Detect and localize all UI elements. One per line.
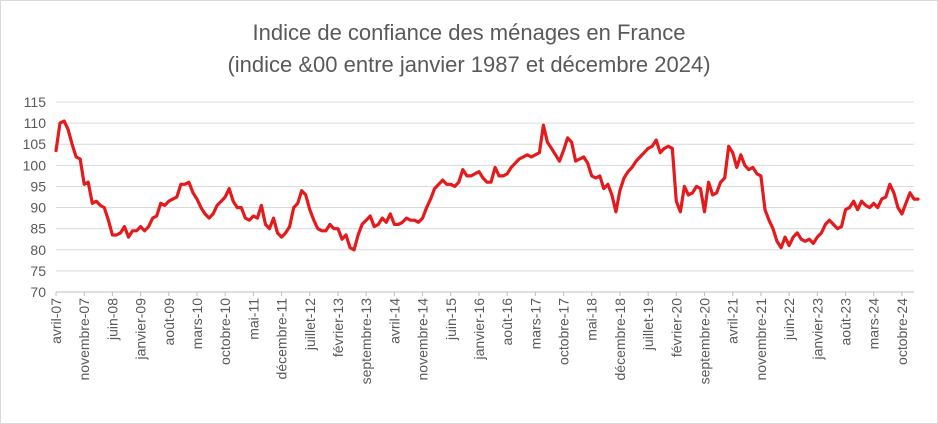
x-tick-label: décembre-11 [274, 298, 290, 380]
y-tick-label: 70 [30, 284, 46, 300]
x-tick-label: août-23 [838, 298, 854, 346]
x-tick-label: mars-17 [527, 298, 543, 350]
x-tick-label: janvier-23 [809, 298, 825, 361]
x-tick-label: septembre-20 [697, 298, 713, 385]
x-tick-label: avril-07 [48, 298, 64, 344]
x-tick-label: février-13 [330, 298, 346, 357]
y-tick-label: 105 [23, 136, 47, 152]
x-tick-label: juin-22 [781, 298, 797, 341]
x-tick-label: mai-18 [584, 298, 600, 341]
x-tick-label: avril-14 [386, 298, 402, 344]
x-tick-label: juin-08 [104, 298, 120, 341]
x-axis: avril-07 novembre-07 juin-08 janvier-09 août… [48, 292, 910, 384]
chart-title: Indice de confiance des ménages en Franc… [252, 20, 686, 45]
x-tick-label: août-16 [499, 298, 515, 346]
x-tick-label: octobre-10 [217, 298, 233, 365]
x-tick-label: mai-11 [245, 298, 261, 340]
x-tick-label: janvier-09 [133, 298, 149, 361]
x-tick-label: février-20 [668, 298, 684, 357]
x-tick-label: octobre-24 [894, 298, 910, 365]
y-tick-label: 85 [30, 221, 46, 237]
chart-subtitle: (indice &00 entre janvier 1987 et décemb… [227, 52, 711, 77]
y-tick-label: 95 [30, 178, 46, 194]
x-tick-label: mars-10 [189, 298, 205, 350]
series-line [54, 119, 920, 252]
x-tick-label: juin-15 [443, 298, 459, 341]
y-tick-label: 110 [24, 115, 47, 131]
x-tick-label: novembre-21 [753, 298, 769, 381]
x-tick-label: septembre-13 [358, 298, 374, 385]
x-tick-label: novembre-07 [76, 298, 92, 381]
y-tick-label: 80 [30, 242, 46, 258]
x-tick-label: janvier-16 [471, 298, 487, 361]
gridlines [56, 101, 914, 293]
x-tick-label: avril-21 [725, 298, 741, 344]
y-tick-label: 75 [30, 263, 46, 279]
y-tick-label: 100 [23, 157, 47, 173]
x-tick-label: mars-24 [866, 298, 882, 350]
x-tick-label: novembre-14 [415, 298, 431, 381]
x-tick-label: août-09 [161, 298, 177, 346]
x-tick-label: octobre-17 [556, 298, 572, 365]
y-tick-label: 90 [30, 200, 46, 216]
y-tick-label: 115 [24, 94, 47, 110]
x-tick-label: juillet-12 [302, 298, 318, 351]
y-axis: 70 75 80 85 90 95 100 105 110 115 [23, 94, 47, 300]
x-tick-label: décembre-18 [612, 298, 628, 381]
plot-series [54, 119, 920, 252]
x-tick-label: juillet-19 [640, 298, 656, 351]
